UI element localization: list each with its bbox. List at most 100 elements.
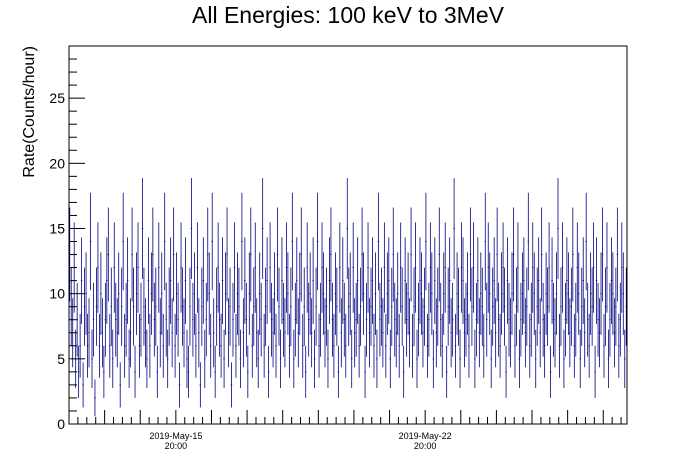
data-point xyxy=(253,267,255,346)
y-tick-label: 5 xyxy=(57,351,65,367)
data-point xyxy=(342,237,344,324)
data-point xyxy=(425,192,427,291)
data-point xyxy=(462,237,464,324)
data-point xyxy=(294,282,297,357)
data-point xyxy=(282,282,285,357)
data-point xyxy=(134,345,136,398)
data-point xyxy=(520,282,522,357)
data-point xyxy=(238,267,240,346)
data-point xyxy=(444,222,446,313)
data-point xyxy=(402,345,405,398)
data-point xyxy=(204,329,206,388)
data-point xyxy=(107,207,110,302)
data-point xyxy=(217,222,219,313)
data-point xyxy=(468,313,470,378)
data-point xyxy=(408,298,411,368)
data-point xyxy=(180,222,182,313)
data-point xyxy=(624,329,626,388)
data-point xyxy=(585,192,587,291)
data-point xyxy=(475,282,478,357)
data-point xyxy=(123,313,126,378)
data-point xyxy=(389,329,392,388)
data-point xyxy=(122,192,124,291)
data-point xyxy=(622,252,625,335)
data-point xyxy=(272,298,274,368)
data-point xyxy=(429,222,432,313)
data-point xyxy=(254,222,256,313)
data-point xyxy=(379,282,381,357)
data-point xyxy=(192,282,194,357)
data-point xyxy=(126,237,129,324)
y-tick-label: 25 xyxy=(49,90,65,106)
data-point xyxy=(549,345,552,398)
data-point xyxy=(171,298,173,368)
data-point xyxy=(269,222,271,313)
data-point xyxy=(321,222,323,313)
data-point xyxy=(267,345,270,398)
data-point xyxy=(515,267,518,346)
data-point xyxy=(465,282,467,357)
data-point xyxy=(193,252,196,335)
data-point xyxy=(208,252,210,335)
data-point xyxy=(165,282,167,357)
data-point xyxy=(508,282,510,357)
data-point xyxy=(190,178,193,279)
data-point xyxy=(543,313,546,378)
data-point xyxy=(394,282,396,357)
data-point xyxy=(570,267,573,346)
data-point xyxy=(250,207,252,302)
data-point xyxy=(618,313,620,378)
data-point xyxy=(100,252,102,335)
data-point xyxy=(79,313,81,378)
data-point xyxy=(325,267,328,346)
data-point xyxy=(287,252,289,335)
data-point xyxy=(276,207,279,302)
data-point xyxy=(97,222,99,313)
data-point xyxy=(215,267,218,346)
data-point xyxy=(398,313,400,378)
data-point xyxy=(209,313,212,378)
data-point xyxy=(382,298,384,368)
data-point xyxy=(514,313,516,378)
data-point xyxy=(548,222,550,313)
data-point xyxy=(542,282,544,357)
data-point xyxy=(371,237,374,324)
data-point xyxy=(129,298,132,368)
data-point xyxy=(440,282,442,357)
data-point xyxy=(595,237,598,324)
data-point xyxy=(291,192,294,291)
data-point xyxy=(88,298,90,368)
data-point xyxy=(83,267,86,346)
data-point xyxy=(518,329,521,388)
data-point xyxy=(526,267,528,346)
data-point xyxy=(364,345,366,398)
data-point xyxy=(481,267,484,346)
data-point xyxy=(523,237,525,324)
data-point xyxy=(362,252,365,335)
data-point xyxy=(285,222,288,313)
data-point xyxy=(113,222,116,313)
data-point xyxy=(163,192,166,291)
data-point xyxy=(226,207,228,302)
data-point xyxy=(313,329,316,388)
data-point xyxy=(457,267,460,346)
data-point xyxy=(506,237,509,324)
data-point xyxy=(290,267,292,346)
data-point xyxy=(350,329,353,388)
data-point xyxy=(339,222,341,313)
data-point xyxy=(343,282,346,357)
data-point xyxy=(239,329,242,388)
data-point xyxy=(110,267,113,346)
data-point xyxy=(588,313,590,378)
data-point xyxy=(466,252,469,335)
data-point xyxy=(555,252,558,335)
data-point xyxy=(551,237,553,324)
data-point xyxy=(471,267,473,346)
data-point xyxy=(575,282,577,357)
data-point xyxy=(112,329,114,388)
data-point xyxy=(388,237,390,324)
data-point xyxy=(594,345,596,398)
data-point xyxy=(358,313,360,378)
data-point xyxy=(621,222,623,313)
data-point xyxy=(103,345,105,398)
